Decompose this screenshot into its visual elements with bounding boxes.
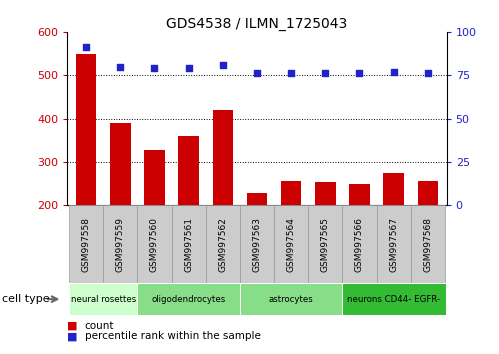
Bar [137, 205, 172, 283]
Bar [411, 205, 445, 283]
Bar [342, 205, 377, 283]
Text: GSM997559: GSM997559 [116, 217, 125, 272]
Bar [418, 181, 438, 205]
Bar [144, 150, 165, 205]
Point [390, 69, 398, 75]
Text: GSM997564: GSM997564 [286, 217, 295, 272]
Bar [240, 205, 274, 283]
Text: ■: ■ [67, 321, 78, 331]
Text: GSM997560: GSM997560 [150, 217, 159, 272]
Bar [240, 283, 342, 315]
Point [424, 71, 432, 76]
Bar [179, 136, 199, 205]
Text: ■: ■ [67, 331, 78, 341]
Text: count: count [85, 321, 114, 331]
Text: neurons CD44- EGFR-: neurons CD44- EGFR- [347, 295, 441, 304]
Text: neural rosettes: neural rosettes [71, 295, 136, 304]
Text: cell type: cell type [2, 294, 50, 304]
Bar [274, 205, 308, 283]
Bar [281, 182, 301, 205]
Bar [213, 110, 233, 205]
Point [82, 45, 90, 50]
Point [355, 71, 363, 76]
Point [116, 64, 124, 69]
Bar [377, 205, 411, 283]
Bar [383, 173, 404, 205]
Text: percentile rank within the sample: percentile rank within the sample [85, 331, 260, 341]
Text: oligodendrocytes: oligodendrocytes [152, 295, 226, 304]
Text: GSM997558: GSM997558 [82, 217, 91, 272]
Bar [349, 184, 370, 205]
Bar [110, 123, 131, 205]
Point [321, 71, 329, 76]
Bar [247, 193, 267, 205]
Bar [342, 283, 446, 315]
Text: GSM997561: GSM997561 [184, 217, 193, 272]
Bar [69, 205, 103, 283]
Bar [315, 182, 335, 205]
Bar [69, 283, 137, 315]
Title: GDS4538 / ILMN_1725043: GDS4538 / ILMN_1725043 [166, 17, 348, 31]
Point [287, 71, 295, 76]
Point [253, 71, 261, 76]
Text: astrocytes: astrocytes [269, 295, 313, 304]
Text: GSM997562: GSM997562 [219, 217, 228, 272]
Point [151, 65, 159, 71]
Point [219, 62, 227, 68]
Point [185, 65, 193, 71]
Bar [137, 283, 240, 315]
Text: GSM997566: GSM997566 [355, 217, 364, 272]
Text: GSM997568: GSM997568 [423, 217, 432, 272]
Text: GSM997565: GSM997565 [321, 217, 330, 272]
Bar [206, 205, 240, 283]
Bar [103, 205, 137, 283]
Text: GSM997567: GSM997567 [389, 217, 398, 272]
Bar [308, 205, 342, 283]
Bar [172, 205, 206, 283]
Bar [76, 53, 96, 205]
Text: GSM997563: GSM997563 [252, 217, 261, 272]
